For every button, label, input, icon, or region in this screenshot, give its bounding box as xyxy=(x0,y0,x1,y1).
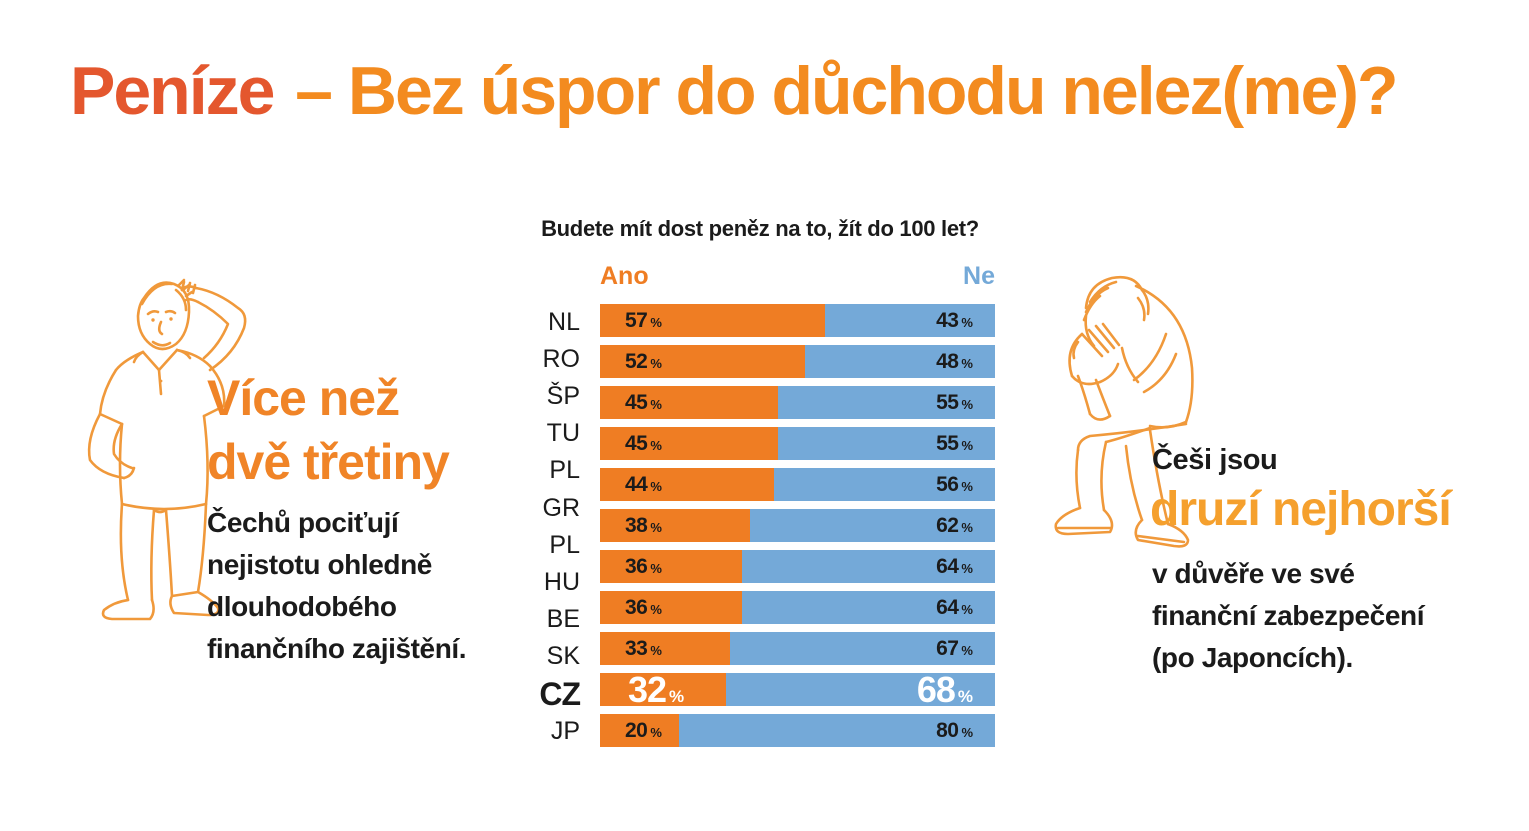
bar-segment-ne-2: 55% xyxy=(777,386,995,419)
bar-segment-ano-1: 52% xyxy=(600,345,806,378)
chart-legend: Ano Ne xyxy=(600,262,995,291)
bar-row-8: 33% 67% xyxy=(600,632,995,665)
bar-segment-ano-value-1: 52% xyxy=(625,350,662,373)
bar-row-5: 38% 62% xyxy=(600,509,995,542)
bar-segment-ano-value-4: 44% xyxy=(625,473,662,496)
bar-segment-ano-10: 20% xyxy=(600,714,679,747)
bar-segment-ne-value-0: 43% xyxy=(936,309,973,332)
bar-segment-ne-value-8: 67% xyxy=(936,637,973,660)
country-label-šp-2: ŠP xyxy=(546,381,580,410)
page-title: Peníze – Bez úspor do důchodu nelez(me)? xyxy=(70,52,1399,130)
bar-row-6: 36% 64% xyxy=(600,550,995,583)
country-label-tu-3: TU xyxy=(546,419,580,448)
country-label-pl-4: PL xyxy=(549,456,580,485)
left-body-line3: dlouhodobého xyxy=(207,591,397,622)
right-headline: druzí nejhorší xyxy=(1150,483,1452,536)
bar-segment-ne-value-2: 55% xyxy=(936,391,973,414)
bar-segment-ano-value-6: 36% xyxy=(625,555,662,578)
page-title-rest: – Bez úspor do důchodu nelez(me)? xyxy=(295,53,1398,129)
bar-segment-ne-value-7: 64% xyxy=(936,596,973,619)
bar-segment-ano-8: 33% xyxy=(600,632,731,665)
bar-segment-ne-value-6: 64% xyxy=(936,555,973,578)
bar-segment-ano-value-0: 57% xyxy=(625,309,662,332)
country-labels-column: NL RO ŠP TU PL GR PL HU BE SK CZ JP xyxy=(475,0,581,831)
person-in-despair-illustration xyxy=(1054,275,1194,548)
country-label-be-8: BE xyxy=(546,605,580,634)
bar-segment-ne-10: 80% xyxy=(679,714,995,747)
bar-segment-ne-4: 56% xyxy=(773,468,995,501)
bar-segment-ano-value-9: 32% xyxy=(628,668,685,710)
page-title-word-penize: Peníze xyxy=(70,53,275,129)
bar-segment-ano-3: 45% xyxy=(600,427,778,460)
legend-ano: Ano xyxy=(600,262,649,290)
bar-segment-ne-3: 55% xyxy=(777,427,995,460)
bar-segment-ne-value-4: 56% xyxy=(936,473,973,496)
country-label-hu-7: HU xyxy=(543,567,580,596)
bars-stack: 57% 43% 52% 48% 45% 55% 45% 55% 44% 56% 38% 62% 36% 6… xyxy=(600,304,995,755)
bar-segment-ne-8: 67% xyxy=(730,632,995,665)
country-label-sk-9: SK xyxy=(546,642,580,671)
bar-segment-ano-value-2: 45% xyxy=(625,391,662,414)
bar-row-9: 32% 68% xyxy=(600,668,995,710)
bar-segment-ne-value-1: 48% xyxy=(936,350,973,373)
chart-question: Budete mít dost peněz na to, žít do 100 … xyxy=(541,216,979,241)
bar-segment-ne-9: 68% xyxy=(726,668,995,710)
bar-segment-ne-value-5: 62% xyxy=(936,514,973,537)
country-label-cz-10: CZ xyxy=(539,675,581,712)
country-label-jp-11: JP xyxy=(550,716,580,745)
bar-segment-ne-5: 62% xyxy=(750,509,995,542)
bar-segment-ano-value-5: 38% xyxy=(625,514,662,537)
bar-row-3: 45% 55% xyxy=(600,427,995,460)
left-headline-line2: dvě třetiny xyxy=(207,434,450,490)
left-headline: Více než dvě třetiny xyxy=(207,366,450,494)
bar-segment-ne-6: 64% xyxy=(742,550,995,583)
bar-segment-ne-0: 43% xyxy=(825,304,995,337)
bar-segment-ano-value-8: 33% xyxy=(625,637,662,660)
bar-row-7: 36% 64% xyxy=(600,591,995,624)
bar-segment-ano-9: 32% xyxy=(600,668,727,710)
country-label-pl-6: PL xyxy=(549,530,580,559)
legend-ne: Ne xyxy=(963,262,995,290)
bar-segment-ano-2: 45% xyxy=(600,386,778,419)
bar-row-10: 20% 80% xyxy=(600,714,995,747)
bar-segment-ano-value-3: 45% xyxy=(625,432,662,455)
left-body-line2: nejistotu ohledně xyxy=(207,549,432,580)
bar-segment-ano-0: 57% xyxy=(600,304,826,337)
bar-segment-ne-7: 64% xyxy=(742,591,995,624)
bar-segment-ano-5: 38% xyxy=(600,509,751,542)
bar-segment-ano-4: 44% xyxy=(600,468,774,501)
bar-segment-ne-value-9: 68% xyxy=(916,668,973,710)
right-body-text: v důvěře ve své finanční zabezpečení (po J… xyxy=(1152,553,1424,679)
man-scratching-head-illustration xyxy=(87,278,247,621)
left-body-line4: finančního zajištění. xyxy=(207,633,467,664)
bar-row-2: 45% 55% xyxy=(600,386,995,419)
country-label-nl-0: NL xyxy=(548,307,580,336)
left-headline-line1: Více než xyxy=(207,370,400,426)
person-line-art xyxy=(1054,275,1194,548)
man-line-art xyxy=(87,278,247,621)
right-intro-text: Češi jsou xyxy=(1152,444,1278,476)
left-body-text: Čechů pociťují nejistotu ohledně dlouhodob… xyxy=(207,502,467,670)
bar-segment-ano-value-7: 36% xyxy=(625,596,662,619)
country-label-gr-5: GR xyxy=(542,493,581,522)
right-body-line2: finanční zabezpečení xyxy=(1152,600,1425,631)
country-label-ro-1: RO xyxy=(542,344,581,373)
bar-segment-ne-value-3: 55% xyxy=(936,432,973,455)
right-body-line3: (po Japoncích). xyxy=(1152,642,1353,673)
left-body-line1: Čechů pociťují xyxy=(207,507,399,538)
right-body-line1: v důvěře ve své xyxy=(1152,558,1355,589)
bar-segment-ne-1: 48% xyxy=(805,345,995,378)
bar-row-1: 52% 48% xyxy=(600,345,995,378)
bar-row-0: 57% 43% xyxy=(600,304,995,337)
bar-row-4: 44% 56% xyxy=(600,468,995,501)
bar-segment-ne-value-10: 80% xyxy=(936,719,973,742)
bar-segment-ano-6: 36% xyxy=(600,550,743,583)
bar-segment-ano-7: 36% xyxy=(600,591,743,624)
bar-segment-ano-value-10: 20% xyxy=(625,719,662,742)
